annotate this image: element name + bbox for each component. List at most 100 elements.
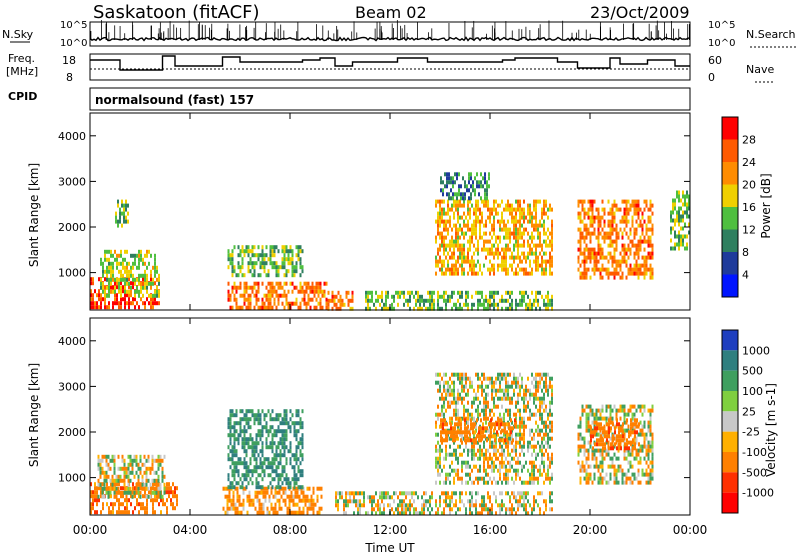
heatmap-cell	[585, 255, 588, 260]
heatmap-cell	[331, 290, 334, 295]
heatmap-cell	[387, 290, 389, 295]
heatmap-cell	[261, 485, 264, 490]
heatmap-cell	[531, 235, 533, 240]
heatmap-cell	[115, 490, 118, 495]
heatmap-cell	[501, 372, 503, 377]
heatmap-cell	[505, 243, 507, 248]
heatmap-cell	[583, 207, 586, 212]
heatmap-cell	[117, 199, 119, 204]
heatmap-cell	[331, 298, 334, 303]
heatmap-cell	[373, 507, 375, 512]
heatmap-cell	[581, 408, 584, 413]
heatmap-cell	[455, 468, 457, 473]
heatmap-cell	[335, 302, 338, 307]
heatmap-cell	[587, 211, 590, 216]
heatmap-cell	[102, 273, 104, 278]
heatmap-cell	[323, 293, 326, 298]
heatmap-cell	[515, 271, 517, 276]
heatmap-cell	[126, 293, 128, 298]
heatmap-cell	[488, 176, 490, 181]
heatmap-cell	[497, 290, 499, 295]
heatmap-cell	[619, 227, 622, 232]
heatmap-cell	[678, 198, 680, 203]
heatmap-cell	[152, 281, 154, 286]
heatmap-cell	[421, 507, 423, 512]
heatmap-cell	[136, 253, 138, 258]
heatmap-cell	[105, 470, 108, 475]
heatmap-cell	[237, 441, 240, 446]
heatmap-cell	[329, 298, 332, 303]
heatmap-cell	[154, 482, 156, 487]
heatmap-cell	[453, 440, 455, 445]
heatmap-cell	[461, 460, 463, 465]
heatmap-cell	[162, 498, 164, 503]
heatmap-cell	[489, 239, 491, 244]
heatmap-cell	[593, 432, 596, 437]
heatmap-cell	[515, 452, 517, 457]
heatmap-cell	[469, 267, 471, 272]
cpid-value: normalsound (fast) 157	[95, 93, 254, 107]
heatmap-cell	[320, 494, 323, 499]
heatmap-cell	[545, 306, 547, 311]
heatmap-cell	[551, 412, 553, 417]
heatmap-cell	[465, 384, 467, 389]
heatmap-cell	[583, 259, 586, 264]
heatmap-cell	[515, 460, 517, 465]
heatmap-cell	[535, 388, 537, 393]
heatmap-cell	[615, 203, 618, 208]
heatmap-cell	[92, 277, 94, 282]
heatmap-cell	[359, 511, 361, 516]
heatmap-cell	[255, 445, 258, 450]
heatmap-cell	[349, 306, 352, 311]
heatmap-cell	[431, 495, 433, 500]
heatmap-cell	[627, 243, 630, 248]
heatmap-cell	[625, 219, 628, 224]
heatmap-cell	[475, 392, 477, 397]
heatmap-cell	[463, 448, 465, 453]
heatmap-cell	[501, 491, 503, 496]
heatmap-cell	[501, 247, 503, 252]
heatmap-cell	[118, 482, 120, 487]
heatmap-cell	[651, 243, 654, 248]
heatmap-cell	[473, 263, 475, 268]
heatmap-cell	[471, 380, 473, 385]
heatmap-cell	[264, 498, 267, 503]
heatmap-cell	[467, 259, 469, 264]
heatmap-cell	[672, 218, 674, 223]
heatmap-cell	[587, 464, 590, 469]
heatmap-cell	[253, 457, 256, 462]
heatmap-cell	[481, 495, 483, 500]
heatmap-cell	[455, 302, 457, 307]
heatmap-cell	[126, 289, 128, 294]
heatmap-cell	[521, 491, 523, 496]
heatmap-cell	[437, 294, 439, 299]
heatmap-cell	[140, 273, 142, 278]
heatmap-cell	[127, 470, 130, 475]
heatmap-cell	[251, 261, 254, 266]
heatmap-cell	[439, 480, 441, 485]
heatmap-cell	[231, 485, 234, 490]
heatmap-cell	[96, 301, 98, 306]
heatmap-cell	[116, 482, 118, 487]
heatmap-cell	[465, 472, 467, 477]
heatmap-cell	[491, 243, 493, 248]
heatmap-cell	[431, 290, 433, 295]
heatmap-cell	[118, 277, 120, 282]
heatmap-cell	[429, 499, 431, 504]
heatmap-cell	[591, 203, 594, 208]
heatmap-cell	[529, 219, 531, 224]
heatmap-cell	[549, 263, 551, 268]
heatmap-cell	[595, 448, 598, 453]
heatmap-cell	[511, 306, 513, 311]
heatmap-cell	[447, 388, 449, 393]
heatmap-cell	[457, 476, 459, 481]
heatmap-cell	[541, 472, 543, 477]
heatmap-cell	[100, 490, 102, 495]
heatmap-cell	[140, 257, 142, 262]
heatmap-cell	[92, 305, 94, 310]
heatmap-cell	[323, 281, 326, 286]
heatmap-cell	[121, 490, 124, 495]
heatmap-cell	[443, 400, 445, 405]
heatmap-cell	[513, 412, 515, 417]
heatmap-cell	[633, 231, 636, 236]
